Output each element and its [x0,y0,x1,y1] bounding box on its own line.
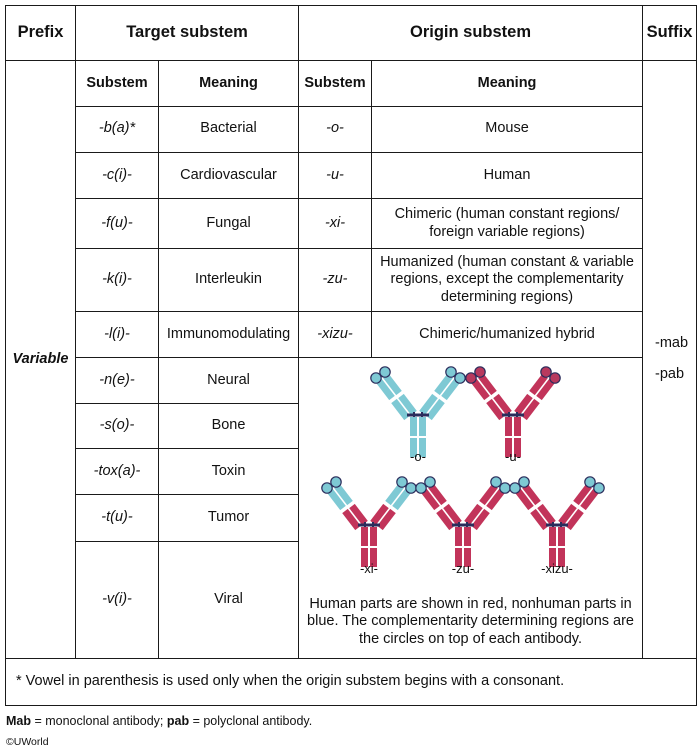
footnote-row: * Vowel in parenthesis is used only when… [4,657,698,707]
table-row: -b(a)* Bacterial -o- Mouse [6,105,697,153]
pab-definition: = polyclonal antibody. [189,714,313,728]
target-substem: -v(i)- [75,540,159,659]
target-meaning: Cardiovascular [157,151,300,200]
antibody-label: -xizu- [541,561,573,576]
origin-meaning-subheader: Meaning [371,60,644,107]
origin-meaning: Humanized (human constant & variable reg… [371,248,644,312]
target-substem: -c(i)- [75,151,159,200]
table-row: -tox(a)- Toxin [6,447,697,496]
antibody-label: -u- [505,449,521,464]
target-meaning: Immunomodulating [157,310,300,358]
figure-caption: Human parts are shown in red, nonhuman p… [307,595,634,647]
target-substem: -f(u)- [75,198,159,250]
target-meaning-subheader: Meaning [157,60,300,107]
antibody-label: -o- [410,449,426,464]
origin-meaning: Chimeric (human constant regions/ foreig… [371,198,644,250]
table-row: -s(o)- Bone [6,403,697,449]
table-row: -t(u)- Tumor [6,494,697,542]
target-substem: -s(o)- [75,403,159,449]
suffix-pab: -pab [655,366,685,383]
mab-term: Mab [6,714,31,728]
target-substem: -n(e)- [75,356,159,405]
origin-substem-subheader: Substem [298,60,373,107]
pab-term: pab [166,714,190,728]
target-meaning: Fungal [157,198,300,250]
origin-meaning: Mouse [371,105,644,153]
copyright: ©UWorld [6,736,49,748]
suffix-cell: -mab -pab [642,60,698,659]
origin-substem: -zu- [298,248,373,312]
table-row: -f(u)- Fungal -xi- Chimeric (human const… [6,198,697,250]
subheader-row: Variable Substem Meaning Substem Meaning… [5,60,698,659]
origin-substem-header: Origin substem [298,4,644,62]
antibody-diagrams: -o- -u- -xi- -zu- -xizu- [321,365,605,576]
target-meaning: Toxin [157,447,300,496]
table-row: -n(e)- Neural -o- -u- -xi- -zu- -xizu- Human… [6,356,697,659]
suffix-header: Suffix [642,4,698,62]
origin-substem: -o- [298,105,373,153]
abbreviation-note: Mab = monoclonal antibody; pab = polyclo… [6,714,312,728]
footnote: * Vowel in parenthesis is used only when… [4,657,698,707]
target-meaning: Interleukin [157,248,300,312]
target-substem: -l(i)- [75,310,159,358]
origin-substem: -u- [298,151,373,200]
prefix-header: Prefix [5,4,76,62]
target-meaning: Tumor [157,494,300,542]
table-row: -v(i)- Viral [6,540,697,659]
origin-substem: -xizu- [298,310,373,358]
target-meaning: Bacterial [157,105,300,153]
target-substem: -k(i)- [75,248,159,312]
target-substem: -t(u)- [75,494,159,542]
target-substem: -b(a)* [75,105,159,153]
target-meaning: Viral [157,540,300,659]
target-substem-header: Target substem [74,4,300,62]
antibody-label: -zu- [452,561,474,576]
target-substem: -tox(a)- [75,447,159,496]
antibody-label: -xi- [360,561,378,576]
table-row: -c(i)- Cardiovascular -u- Human [6,151,697,200]
target-meaning: Neural [157,356,300,405]
table-row: -l(i)- Immunomodulating -xizu- Chimeric/… [6,310,697,358]
antibody-nomenclature-table: Prefix Target substem Origin substem Suf… [4,4,698,707]
target-substem-subheader: Substem [75,60,159,107]
origin-meaning: Human [371,151,644,200]
antibody-figure: -o- -u- -xi- -zu- -xizu- Human parts are sho… [299,359,642,657]
antibody-4 [415,475,511,567]
prefix-cell: Variable [5,60,76,659]
table-row: -k(i)- Interleukin -zu- Humanized (human… [6,248,697,312]
antibody-2 [465,365,561,457]
antibody-figure-cell: -o- -u- -xi- -zu- -xizu- Human parts are sho… [298,356,644,659]
antibody-3 [321,475,417,567]
antibody-1 [370,365,466,457]
mab-definition: = monoclonal antibody; [31,714,167,728]
header-row: Prefix Target substem Origin substem Suf… [5,4,698,62]
target-meaning: Bone [157,403,300,449]
origin-substem: -xi- [298,198,373,250]
suffix-mab: -mab [655,335,689,352]
antibody-5 [509,475,605,567]
origin-meaning: Chimeric/humanized hybrid [371,310,644,358]
